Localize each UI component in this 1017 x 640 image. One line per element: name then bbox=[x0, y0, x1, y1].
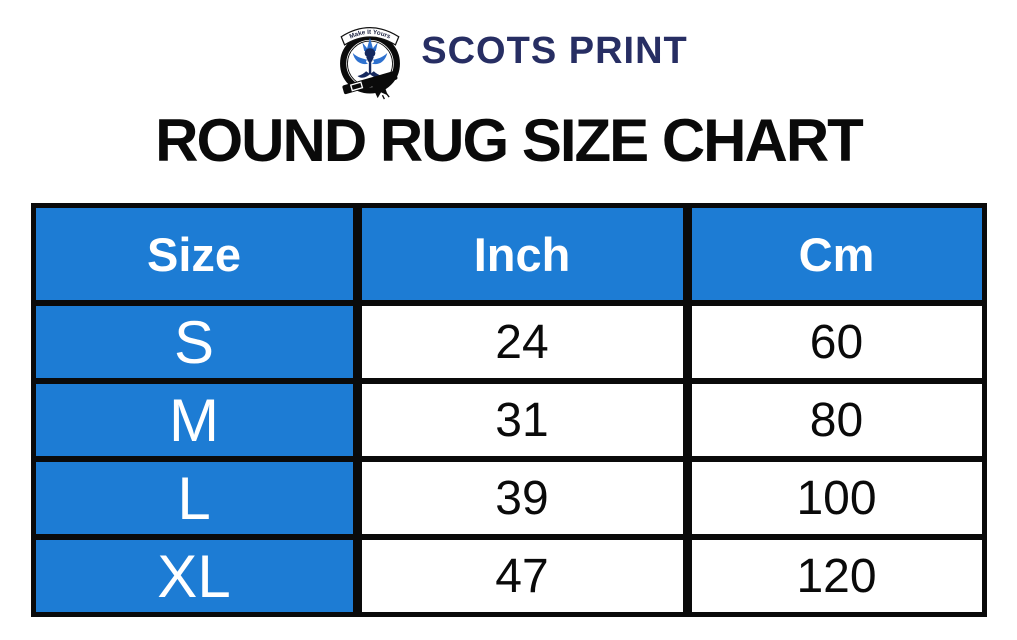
brand-logo: Make It Yours SCOTS PRINT bbox=[0, 0, 1017, 100]
cm-value-cell: 80 bbox=[691, 384, 982, 456]
belt-buckle-icon bbox=[342, 70, 398, 95]
size-label-cell: S bbox=[35, 306, 353, 378]
column-header-size: Size bbox=[35, 208, 353, 300]
page-title: ROUND RUG SIZE CHART bbox=[155, 107, 864, 174]
size-label-cell: XL bbox=[35, 540, 353, 612]
column-header-inch: Inch bbox=[361, 208, 683, 300]
inch-value-cell: 39 bbox=[361, 462, 683, 534]
thistle-crest-icon: Make It Yours bbox=[340, 27, 401, 100]
cm-value-cell: 60 bbox=[691, 306, 982, 378]
inch-value-cell: 24 bbox=[361, 306, 683, 378]
column-header-cm: Cm bbox=[691, 208, 982, 300]
inch-value-cell: 31 bbox=[361, 384, 683, 456]
size-label-cell: L bbox=[35, 462, 353, 534]
cm-value-cell: 120 bbox=[691, 540, 982, 612]
inch-value-cell: 47 bbox=[361, 540, 683, 612]
cm-value-cell: 100 bbox=[691, 462, 982, 534]
size-label-cell: M bbox=[35, 384, 353, 456]
size-chart-table: Size Inch Cm S 24 60 M 31 80 L 39 100 XL… bbox=[30, 203, 987, 617]
crest-motto-text: Make It Yours bbox=[349, 29, 393, 41]
brand-name: SCOTS PRINT bbox=[421, 29, 688, 72]
